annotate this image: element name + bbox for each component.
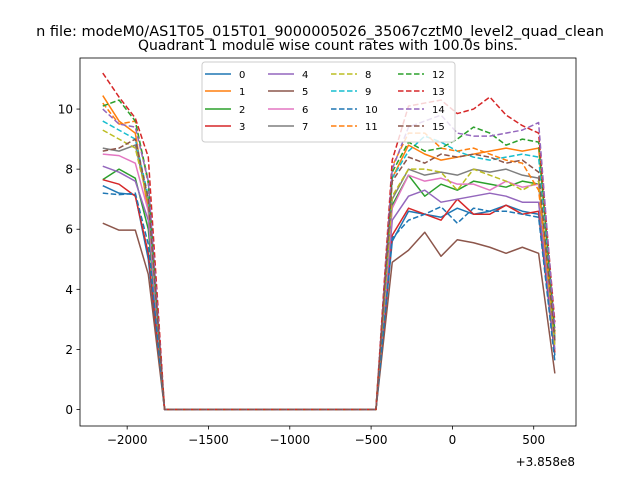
x-tick-label: −1000 [269,433,310,447]
x-offset-label: +3.858e8 [516,455,575,469]
legend-label-11: 11 [365,122,378,133]
legend-label-2: 2 [239,105,245,116]
legend-label-12: 12 [432,70,445,81]
x-tick-label: −500 [355,433,388,447]
series-line-14 [102,108,556,411]
x-tick-label: 500 [522,433,545,447]
x-tick-label: −2000 [107,433,148,447]
legend-label-4: 4 [302,70,308,81]
x-tick-label: −1500 [188,433,229,447]
series-line-10 [102,192,556,411]
legend-label-14: 14 [432,105,445,116]
legend-label-0: 0 [239,70,245,81]
legend-label-6: 6 [302,105,308,116]
suptitle: n file: modeM0/AS1T05_015T01_9000005026_… [36,24,604,40]
series-line-15 [102,138,556,411]
legend-label-9: 9 [365,87,371,98]
legend-label-3: 3 [239,122,245,133]
series-line-13 [102,72,556,411]
chart-title: Quadrant 1 module wise count rates with … [138,38,518,54]
x-tick-label: 0 [449,433,457,447]
y-tick-label: 6 [65,223,73,237]
legend-label-10: 10 [365,105,378,116]
y-tick-label: 8 [65,163,73,177]
legend-label-1: 1 [239,87,245,98]
legend-frame [201,61,456,143]
y-tick-label: 2 [65,343,73,357]
legend-label-13: 13 [432,87,445,98]
y-tick-label: 4 [65,283,73,297]
series-layer [102,72,556,411]
plot-frame [79,57,577,427]
y-tick-label: 10 [58,103,73,117]
legend-label-5: 5 [302,87,308,98]
legend-label-7: 7 [302,122,308,133]
y-tick-label: 0 [65,403,73,417]
legend-label-8: 8 [365,70,371,81]
legend-label-15: 15 [432,122,445,133]
